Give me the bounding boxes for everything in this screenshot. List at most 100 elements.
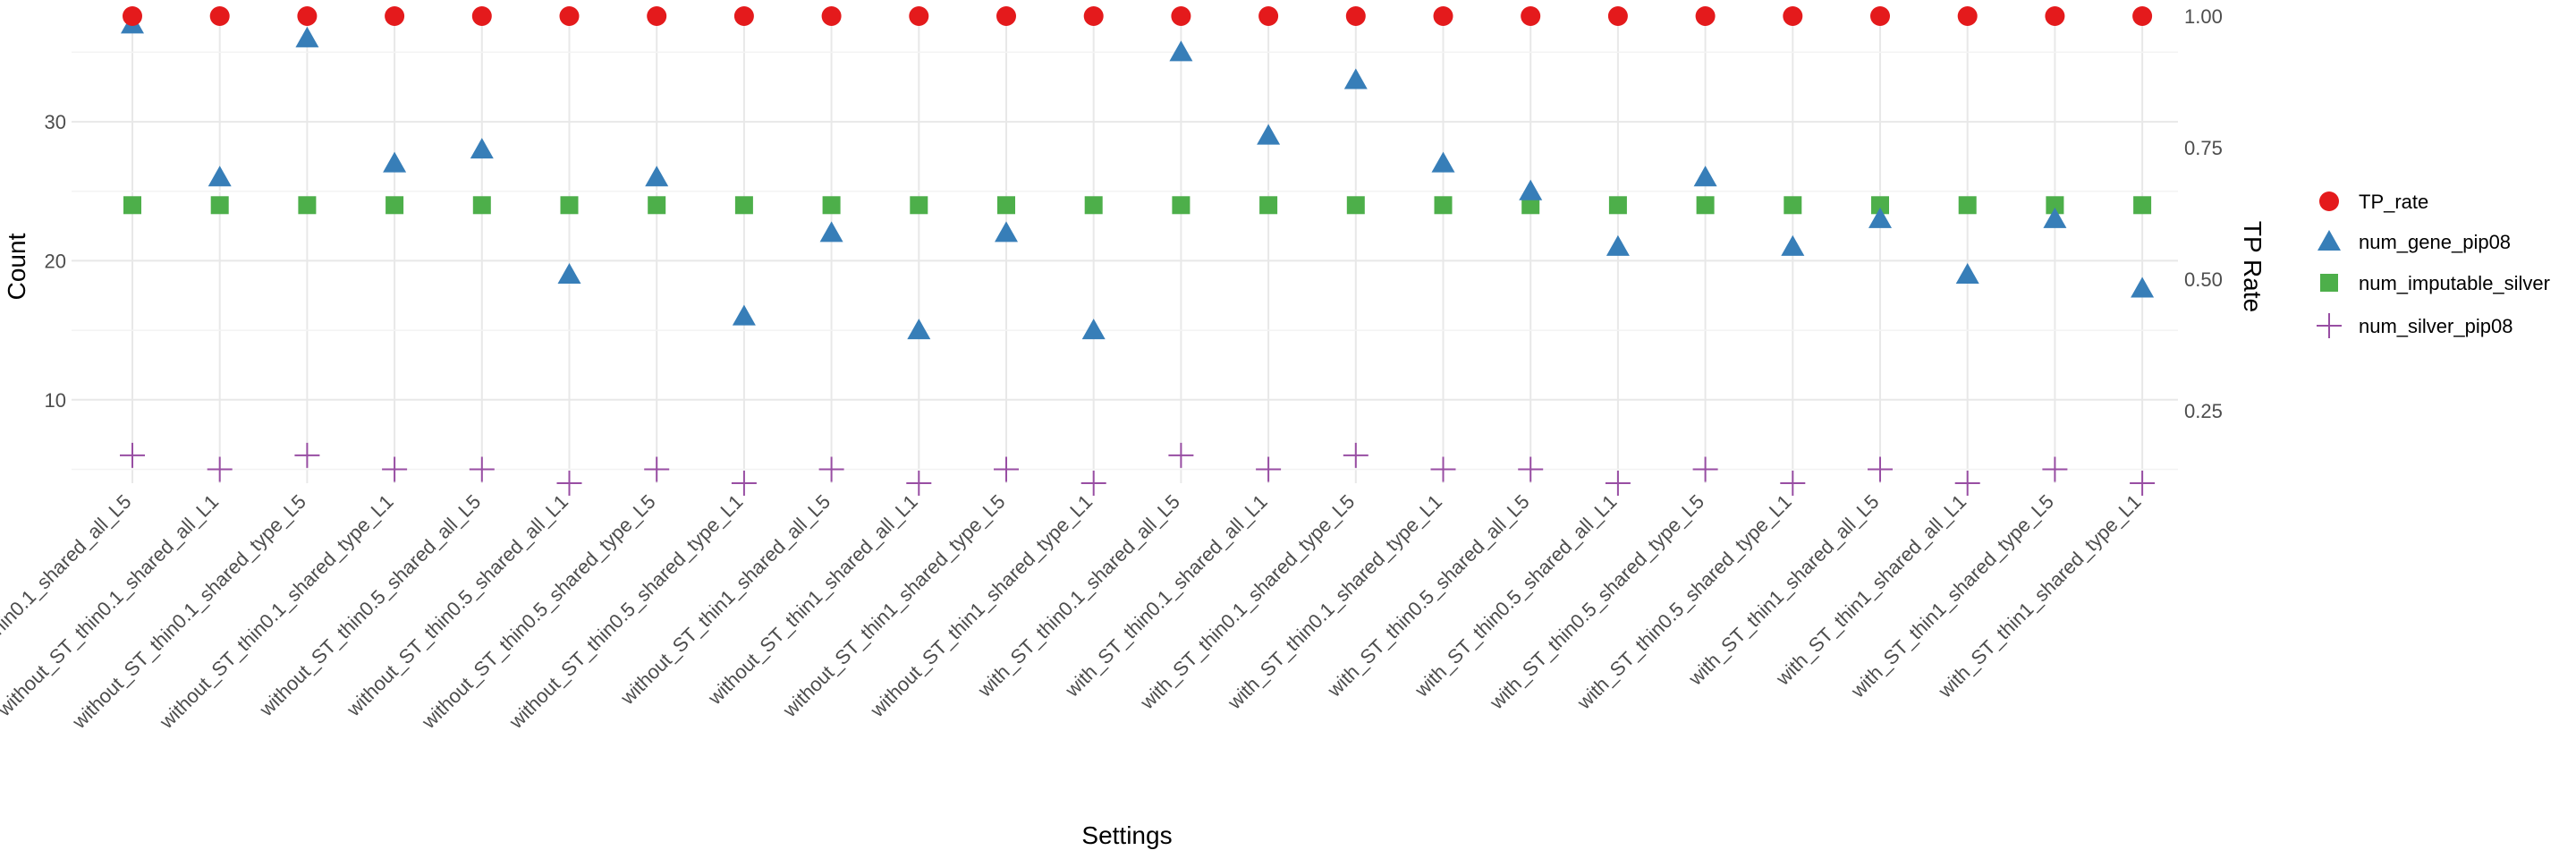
point-num_silver_pip08 (994, 456, 1019, 482)
y2-tick-label: 0.75 (2184, 137, 2223, 159)
point-num_silver_pip08 (818, 456, 844, 482)
point-TP_rate (1258, 6, 1279, 26)
point-num_silver_pip08 (1780, 471, 1806, 496)
point-num_silver_pip08 (1080, 471, 1106, 496)
y2-axis-ticks: 0.25 0.50 0.75 1.00 (2184, 5, 2223, 422)
point-num_silver_pip08 (1954, 471, 1980, 496)
legend-key-num_gene_pip08 (2318, 230, 2341, 251)
point-num_silver_pip08 (1343, 442, 1368, 468)
point-num_gene_pip08 (1081, 319, 1106, 340)
x-axis-ticks: without_ST_thin0.1_shared_all_L5without_… (0, 490, 2146, 734)
point-TP_rate (1345, 6, 1366, 26)
point-num_silver_pip08 (1430, 456, 1456, 482)
legend: TP_rate num_gene_pip08 num_imputable_silve… (2317, 191, 2550, 338)
point-num_gene_pip08 (1519, 179, 1543, 200)
point-TP_rate (2132, 6, 2153, 26)
point-TP_rate (209, 6, 230, 26)
point-num_imputable_silver (1696, 196, 1715, 215)
point-TP_rate (733, 6, 754, 26)
point-num_gene_pip08 (295, 26, 319, 47)
x-axis-title: Settings (1081, 821, 1172, 849)
point-num_imputable_silver (2133, 196, 2152, 215)
point-num_gene_pip08 (645, 166, 669, 187)
point-num_imputable_silver (1084, 196, 1103, 215)
point-TP_rate (2045, 6, 2065, 26)
point-num_gene_pip08 (995, 221, 1018, 242)
point-num_gene_pip08 (470, 138, 494, 159)
point-num_gene_pip08 (1868, 207, 1892, 228)
point-num_imputable_silver (1172, 196, 1191, 215)
point-num_gene_pip08 (208, 166, 232, 187)
point-num_silver_pip08 (1868, 456, 1893, 482)
point-num_silver_pip08 (2130, 471, 2156, 496)
point-TP_rate (471, 6, 492, 26)
point-num_imputable_silver (386, 196, 404, 215)
y2-axis-title: TP Rate (2239, 221, 2267, 312)
point-num_silver_pip08 (1518, 456, 1544, 482)
point-num_gene_pip08 (1169, 40, 1193, 62)
point-num_imputable_silver (997, 196, 1015, 215)
point-num_imputable_silver (734, 196, 753, 215)
point-TP_rate (909, 6, 929, 26)
y-tick-label: 10 (45, 389, 66, 412)
point-num_gene_pip08 (557, 262, 581, 284)
point-num_gene_pip08 (1431, 151, 1455, 173)
point-TP_rate (1870, 6, 1890, 26)
point-num_imputable_silver (1958, 196, 1977, 215)
point-num_imputable_silver (1521, 196, 1540, 215)
point-num_gene_pip08 (383, 151, 407, 173)
y2-tick-label: 0.25 (2184, 400, 2223, 422)
point-num_imputable_silver (210, 196, 229, 215)
point-num_silver_pip08 (469, 456, 495, 482)
point-num_silver_pip08 (382, 456, 408, 482)
point-TP_rate (996, 6, 1016, 26)
point-TP_rate (123, 6, 142, 26)
point-TP_rate (297, 6, 318, 26)
point-TP_rate (1957, 6, 1978, 26)
y-tick-label: 30 (45, 111, 66, 133)
point-num_imputable_silver (1259, 196, 1278, 215)
point-num_imputable_silver (2046, 196, 2064, 215)
point-TP_rate (1433, 6, 1453, 26)
y-axis-title: Count (3, 233, 30, 300)
point-num_imputable_silver (1608, 196, 1627, 215)
point-num_silver_pip08 (1168, 442, 1194, 468)
legend-key-num_silver_pip08 (2317, 313, 2342, 338)
legend-key-num_imputable_silver (2320, 274, 2338, 292)
point-num_gene_pip08 (1781, 234, 1805, 256)
point-num_silver_pip08 (556, 471, 582, 496)
point-num_gene_pip08 (2131, 276, 2155, 298)
point-num_gene_pip08 (1693, 166, 1717, 187)
y-axis-ticks: 10 20 30 (45, 111, 66, 412)
point-TP_rate (559, 6, 580, 26)
point-num_gene_pip08 (1606, 234, 1630, 256)
point-TP_rate (647, 6, 667, 26)
legend-label: num_gene_pip08 (2359, 231, 2511, 253)
data-points (120, 6, 2156, 496)
legend-key-TP_rate (2319, 191, 2339, 211)
point-num_imputable_silver (1434, 196, 1453, 215)
point-TP_rate (1171, 6, 1191, 26)
point-num_silver_pip08 (2042, 456, 2068, 482)
point-num_imputable_silver (1871, 196, 1889, 215)
legend-label: num_imputable_silver (2359, 272, 2550, 294)
point-num_gene_pip08 (1257, 123, 1281, 145)
point-TP_rate (385, 6, 405, 26)
point-num_silver_pip08 (644, 456, 670, 482)
point-num_imputable_silver (1784, 196, 1802, 215)
point-TP_rate (1521, 6, 1541, 26)
point-num_gene_pip08 (1955, 262, 1979, 284)
point-num_silver_pip08 (120, 442, 145, 468)
point-num_imputable_silver (472, 196, 491, 215)
point-TP_rate (1695, 6, 1716, 26)
legend-label: TP_rate (2359, 191, 2428, 213)
y2-tick-label: 1.00 (2184, 5, 2223, 28)
legend-label: num_silver_pip08 (2359, 315, 2512, 337)
x-tick-label: with_ST_thin1_shared_all_L5 (1683, 490, 1883, 690)
point-num_imputable_silver (123, 196, 141, 215)
point-num_gene_pip08 (1343, 68, 1368, 89)
point-num_silver_pip08 (294, 442, 320, 468)
point-num_gene_pip08 (732, 304, 756, 326)
point-num_silver_pip08 (1605, 471, 1631, 496)
